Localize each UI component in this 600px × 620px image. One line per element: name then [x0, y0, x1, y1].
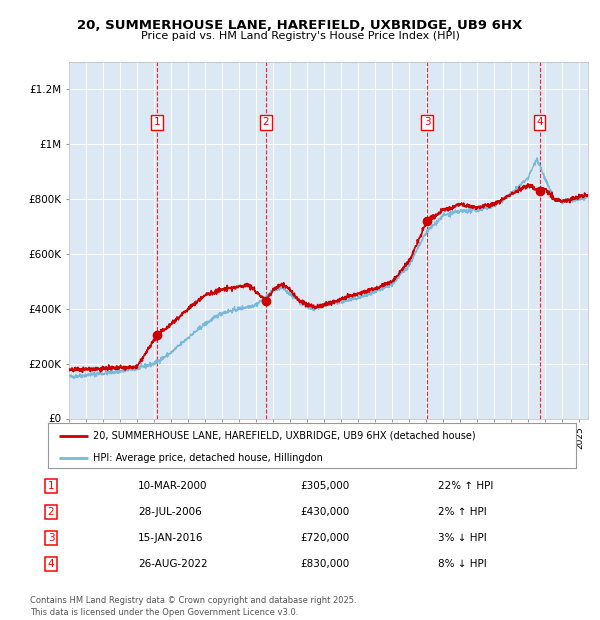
Text: 4: 4 [47, 559, 55, 569]
Text: £720,000: £720,000 [300, 533, 349, 543]
Text: £830,000: £830,000 [300, 559, 349, 569]
Text: 15-JAN-2016: 15-JAN-2016 [138, 533, 203, 543]
Text: 2% ↑ HPI: 2% ↑ HPI [438, 507, 487, 517]
Text: 10-MAR-2000: 10-MAR-2000 [138, 481, 208, 491]
Text: 3% ↓ HPI: 3% ↓ HPI [438, 533, 487, 543]
Text: 3: 3 [424, 117, 430, 127]
Text: £305,000: £305,000 [300, 481, 349, 491]
Text: 2: 2 [263, 117, 269, 127]
Text: 1: 1 [47, 481, 55, 491]
Text: 4: 4 [536, 117, 543, 127]
Text: HPI: Average price, detached house, Hillingdon: HPI: Average price, detached house, Hill… [93, 453, 323, 463]
Text: Price paid vs. HM Land Registry's House Price Index (HPI): Price paid vs. HM Land Registry's House … [140, 31, 460, 41]
Text: 26-AUG-2022: 26-AUG-2022 [138, 559, 208, 569]
Text: 1: 1 [154, 117, 161, 127]
Text: 2: 2 [47, 507, 55, 517]
Text: This data is licensed under the Open Government Licence v3.0.: This data is licensed under the Open Gov… [30, 608, 298, 617]
Text: 20, SUMMERHOUSE LANE, HAREFIELD, UXBRIDGE, UB9 6HX (detached house): 20, SUMMERHOUSE LANE, HAREFIELD, UXBRIDG… [93, 431, 476, 441]
Text: 22% ↑ HPI: 22% ↑ HPI [438, 481, 493, 491]
Text: 8% ↓ HPI: 8% ↓ HPI [438, 559, 487, 569]
Text: £430,000: £430,000 [300, 507, 349, 517]
Text: Contains HM Land Registry data © Crown copyright and database right 2025.: Contains HM Land Registry data © Crown c… [30, 596, 356, 606]
Text: 20, SUMMERHOUSE LANE, HAREFIELD, UXBRIDGE, UB9 6HX: 20, SUMMERHOUSE LANE, HAREFIELD, UXBRIDG… [77, 19, 523, 32]
Text: 28-JUL-2006: 28-JUL-2006 [138, 507, 202, 517]
Text: 3: 3 [47, 533, 55, 543]
